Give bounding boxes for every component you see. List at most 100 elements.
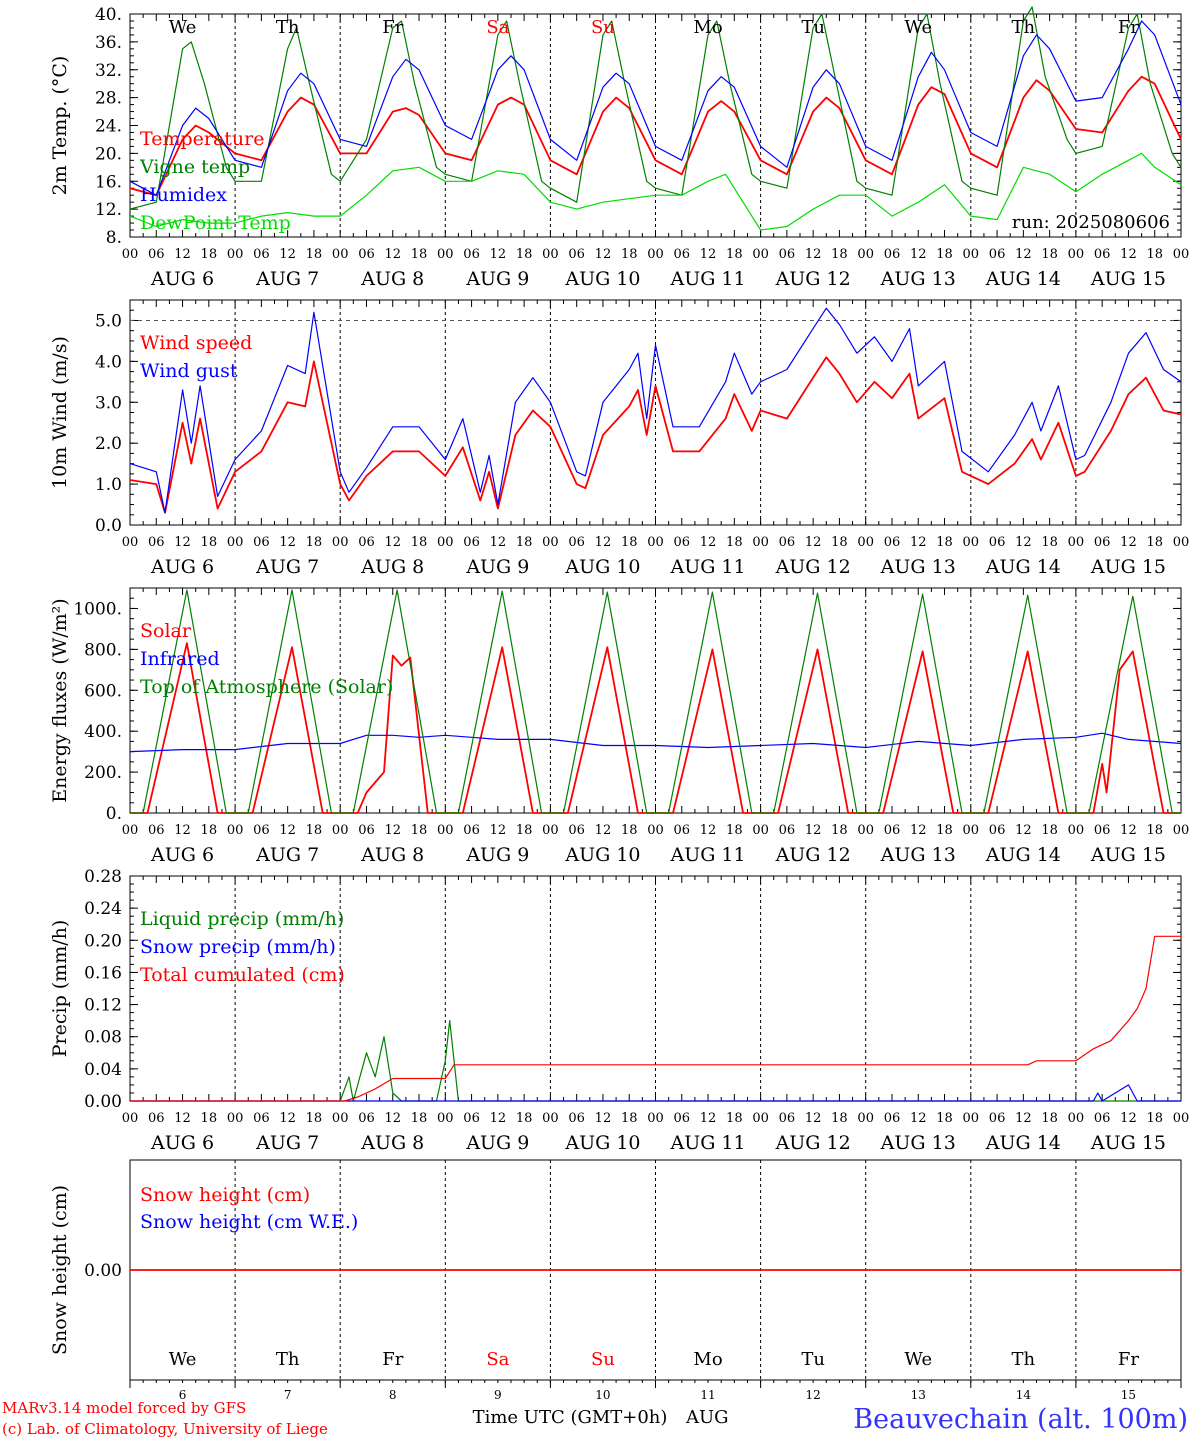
date-label: AUG 15 — [1090, 556, 1166, 578]
hour-label: 12 — [1015, 823, 1032, 838]
hour-label: 18 — [726, 1111, 743, 1126]
hour-label: 00 — [1173, 247, 1190, 262]
y-tick-label: 0.04 — [84, 1060, 122, 1080]
hour-label: 12 — [700, 1111, 717, 1126]
hour-label: 12 — [910, 535, 927, 550]
hour-label: 06 — [463, 1111, 480, 1126]
hour-label: 18 — [1146, 247, 1163, 262]
y-tick-label: 40. — [95, 5, 122, 25]
hour-label: 00 — [752, 1111, 769, 1126]
hour-label: 00 — [752, 535, 769, 550]
hour-label: 06 — [779, 1111, 796, 1126]
date-label: AUG 8 — [360, 268, 424, 290]
hour-label: 06 — [148, 535, 165, 550]
hour-label: 18 — [516, 1111, 533, 1126]
hour-label: 12 — [595, 247, 612, 262]
date-label: AUG 12 — [775, 844, 851, 866]
date-label: AUG 7 — [255, 844, 319, 866]
date-label: AUG 15 — [1090, 844, 1166, 866]
hour-label: 18 — [936, 823, 953, 838]
hour-label: 18 — [831, 247, 848, 262]
hour-label: 06 — [1094, 535, 1111, 550]
hour-label: 12 — [174, 247, 191, 262]
hour-label: 18 — [516, 535, 533, 550]
hour-label: 18 — [1146, 1111, 1163, 1126]
legend-entry: Snow height (cm W.E.) — [140, 1211, 358, 1233]
hour-label: 18 — [621, 823, 638, 838]
plot-frame — [129, 299, 1182, 526]
hour-label: 00 — [752, 823, 769, 838]
y-tick-label: 0.12 — [84, 996, 122, 1016]
day-label: Su — [591, 1349, 615, 1370]
hour-label: 06 — [568, 1111, 585, 1126]
date-number: 13 — [911, 1388, 926, 1402]
date-label: AUG 12 — [775, 1132, 851, 1154]
hour-label: 06 — [358, 1111, 375, 1126]
date-label: AUG 11 — [669, 1132, 745, 1154]
hour-label: 00 — [963, 1111, 980, 1126]
hour-label: 06 — [674, 247, 691, 262]
day-label: Sa — [486, 17, 509, 38]
hour-label: 18 — [411, 823, 428, 838]
panel-2: 0.0 1.0 2.0 3.0 4.0 5.0 10m Wind (m/s) Wind spe… — [49, 299, 1189, 578]
day-label: Tu — [801, 1349, 825, 1370]
hour-label: 06 — [148, 1111, 165, 1126]
hour-label: 12 — [384, 535, 401, 550]
hour-label: 18 — [411, 535, 428, 550]
hour-label: 12 — [1015, 1111, 1032, 1126]
hour-label: 18 — [726, 823, 743, 838]
date-label: AUG 14 — [985, 1132, 1061, 1154]
hour-label: 00 — [963, 247, 980, 262]
hour-label: 18 — [1146, 823, 1163, 838]
date-label: AUG 9 — [465, 1132, 529, 1154]
hour-label: 12 — [910, 247, 927, 262]
hour-label: 18 — [411, 1111, 428, 1126]
hour-label: 18 — [1041, 823, 1058, 838]
day-label: We — [904, 17, 932, 38]
hour-label: 06 — [358, 535, 375, 550]
hour-label: 06 — [1094, 247, 1111, 262]
date-label: AUG 13 — [880, 556, 956, 578]
hour-label: 00 — [332, 247, 349, 262]
y-tick-label: 0. — [106, 804, 122, 824]
hour-label: 18 — [831, 1111, 848, 1126]
day-label: Tu — [801, 17, 825, 38]
panel-4: 0.00 0.04 0.08 0.12 0.16 0.20 0.24 0.28 Precip (… — [49, 867, 1189, 1154]
xaxis-label: Time UTC (GMT+0h) — [473, 1407, 668, 1428]
lab-credit: (c) Lab. of Climatology, University of L… — [2, 1420, 328, 1438]
y-tick-label: 24. — [95, 117, 122, 137]
date-label: AUG 15 — [1090, 1132, 1166, 1154]
date-label: AUG 15 — [1090, 268, 1166, 290]
hour-label: 00 — [647, 535, 664, 550]
hour-label: 12 — [910, 823, 927, 838]
hour-label: 00 — [227, 823, 244, 838]
y-tick-label: 1000. — [73, 599, 122, 619]
date-number: 9 — [494, 1388, 502, 1402]
y-tick-label: 0.20 — [84, 931, 122, 951]
hour-label: 00 — [963, 535, 980, 550]
series-line-3 — [130, 935, 1181, 1102]
y-axis-label: Energy fluxes (W/m²) — [49, 598, 71, 802]
y-tick-label: 8. — [106, 228, 122, 248]
hour-label: 06 — [884, 1111, 901, 1126]
date-label: AUG 7 — [255, 1132, 319, 1154]
y-tick-label: 200. — [84, 763, 122, 783]
hour-label: 18 — [936, 1111, 953, 1126]
hour-label: 18 — [621, 1111, 638, 1126]
hour-label: 12 — [700, 535, 717, 550]
hour-label: 00 — [122, 535, 139, 550]
hour-label: 18 — [201, 823, 218, 838]
panel-3: 0. 200. 400. 600. 800. 1000.Energy fluxes (W/… — [49, 587, 1189, 866]
series-line-2 — [130, 1084, 1181, 1102]
hour-label: 06 — [779, 535, 796, 550]
hour-label: 00 — [647, 247, 664, 262]
hour-label: 06 — [148, 823, 165, 838]
hour-label: 06 — [674, 823, 691, 838]
day-label: Fr — [382, 17, 403, 38]
y-tick-label: 0.00 — [84, 1261, 122, 1281]
hour-label: 18 — [306, 535, 323, 550]
hour-label: 00 — [227, 247, 244, 262]
series-line-1 — [129, 356, 1182, 514]
hour-label: 00 — [122, 247, 139, 262]
date-label: AUG 14 — [985, 556, 1061, 578]
